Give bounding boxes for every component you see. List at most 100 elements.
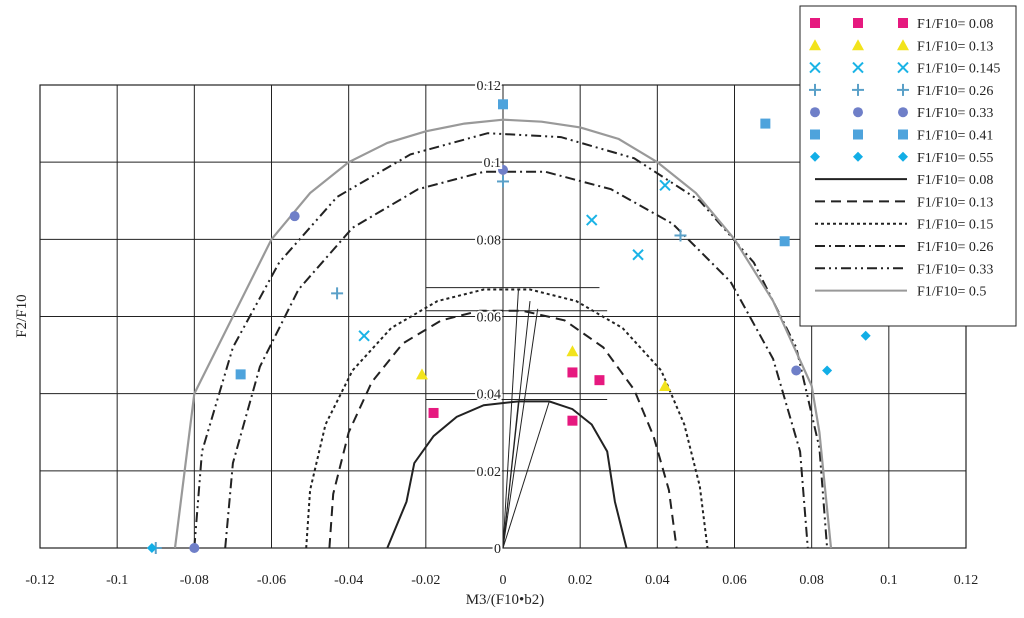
y-tick-label: 0.1	[484, 156, 502, 171]
data-point-circle	[791, 365, 802, 376]
legend-label: F1/F10= 0.33	[917, 262, 993, 277]
data-point-circle	[498, 164, 508, 175]
data-point-x	[586, 214, 598, 226]
y-tick-label: 0.12	[477, 79, 502, 94]
data-point-circle	[289, 211, 300, 222]
line-series	[173, 118, 833, 549]
x-tick-label: 0.06	[722, 573, 747, 588]
x-tick-label: 0.1	[880, 573, 898, 588]
series-line	[328, 309, 678, 549]
annotation-line	[502, 401, 519, 549]
y-tick-label: 0.02	[477, 465, 502, 480]
x-tick-label: 0.12	[954, 573, 979, 588]
data-point-square	[853, 129, 863, 140]
legend-box	[799, 5, 1017, 327]
data-point-diamond	[898, 151, 908, 162]
annotation-line	[502, 308, 539, 549]
x-axis-label: M3/(F10•b2)	[466, 592, 545, 608]
data-point-plus	[497, 175, 509, 188]
data-point-diamond	[860, 330, 871, 341]
y-tick-label: 0.08	[477, 233, 502, 248]
legend-label: F1/F10= 0.15	[917, 218, 993, 233]
data-point-square	[810, 129, 820, 140]
data-point-triangle	[566, 345, 579, 357]
series-line	[224, 170, 809, 549]
data-point-triangle	[809, 39, 821, 51]
series-line	[305, 288, 709, 549]
data-point-triangle	[852, 39, 864, 51]
y-tick-label: 0.04	[477, 388, 502, 403]
data-point-x	[852, 61, 864, 74]
x-tick-label: 0.02	[568, 573, 593, 588]
data-point-square	[235, 369, 246, 380]
legend-label: F1/F10= 0.55	[917, 151, 993, 166]
data-point-plus	[897, 83, 909, 96]
data-point-square	[898, 129, 908, 140]
data-point-x-stroke	[659, 179, 671, 192]
tick-labels: 0 0.02 0.04 0.06 0.08 0.1 0.12 -0.12 -0.1 -0.08 -0…	[25, 77, 979, 588]
data-point-circle	[898, 107, 908, 118]
x-tick-label: 0.04	[645, 573, 670, 588]
data-point-x	[632, 249, 644, 261]
legend-label: F1/F10= 0.33	[917, 106, 993, 121]
data-point-circle	[189, 543, 200, 553]
legend-label: F1/F10= 0.26	[917, 240, 993, 255]
data-point-x	[897, 61, 909, 74]
legend: F1/F10= 0.08 F1/F10= 0.13 F1/F10= 0.145 F1/…	[799, 5, 1017, 327]
legend-label: F1/F10= 0.145	[917, 62, 1000, 77]
annotation-line	[502, 401, 550, 549]
data-point-x-stroke	[852, 61, 864, 74]
data-point-plus	[331, 287, 344, 300]
data-point-circle	[810, 107, 820, 118]
y-tick-label: 0	[494, 542, 501, 557]
x-tick-label: 0	[500, 573, 507, 588]
data-point-x-stroke	[586, 214, 598, 226]
x-tick-label: -0.06	[257, 573, 286, 588]
legend-label: F1/F10= 0.13	[917, 39, 993, 54]
legend-label: F1/F10= 0.08	[917, 17, 993, 32]
data-point-square	[898, 18, 908, 28]
data-point-square	[810, 18, 820, 28]
x-tick-label: -0.12	[25, 573, 54, 588]
marker-series	[146, 99, 871, 554]
series-line	[173, 118, 833, 549]
data-point-diamond	[810, 151, 820, 162]
data-point-diamond	[146, 543, 157, 553]
y-tick-label: 0.06	[477, 311, 502, 326]
data-point-x	[809, 61, 821, 74]
legend-label: F1/F10= 0.41	[917, 129, 993, 144]
data-point-diamond	[853, 151, 863, 162]
data-point-square	[567, 367, 578, 378]
data-point-x-stroke	[632, 249, 644, 261]
x-tick-label: -0.08	[180, 573, 209, 588]
legend-label: F1/F10= 0.5	[917, 285, 986, 300]
data-point-circle	[853, 107, 863, 118]
data-point-x	[659, 179, 671, 192]
annotation-lines	[425, 287, 608, 549]
data-point-triangle	[897, 39, 909, 51]
data-point-diamond	[822, 365, 833, 376]
series-line	[193, 132, 829, 549]
data-point-square	[594, 375, 605, 386]
legend-label: F1/F10= 0.13	[917, 195, 993, 210]
data-point-square	[498, 99, 508, 110]
x-tick-label: -0.04	[334, 573, 363, 588]
data-point-square	[853, 18, 863, 28]
data-point-plus	[852, 83, 864, 96]
x-tick-label: -0.02	[411, 573, 440, 588]
legend-label: F1/F10= 0.26	[917, 84, 993, 99]
x-tick-label: 0.08	[799, 573, 824, 588]
data-point-x	[358, 330, 370, 342]
data-point-square	[779, 236, 790, 247]
legend-label: F1/F10= 0.08	[917, 173, 993, 188]
data-point-triangle	[659, 379, 672, 391]
data-point-x-stroke	[358, 330, 370, 342]
annotation-line	[502, 289, 519, 549]
y-axis-label: F2/F10	[14, 294, 30, 337]
data-point-plus	[674, 229, 687, 242]
data-point-x-stroke	[809, 61, 821, 74]
data-point-square	[760, 118, 771, 129]
x-tick-label: -0.1	[106, 573, 128, 588]
